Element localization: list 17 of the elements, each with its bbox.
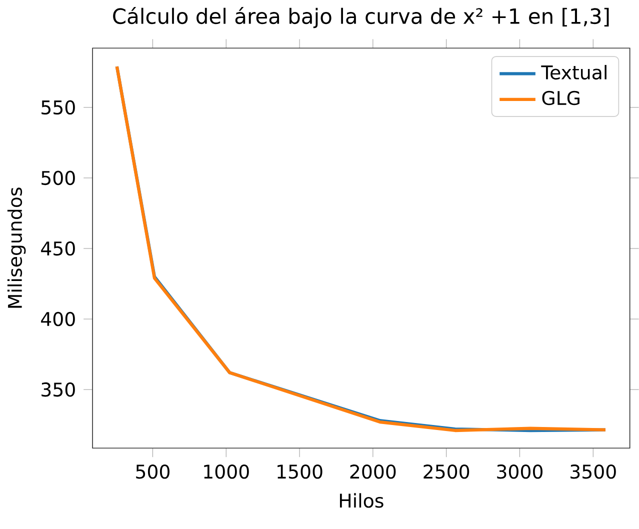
y-tick-label: 450 xyxy=(41,241,75,256)
y-axis-title: Milisegundos xyxy=(7,188,26,308)
x-tick-label: 500 xyxy=(136,464,170,479)
y-tick-label: 400 xyxy=(41,312,75,326)
x-tick-label: 1000 xyxy=(204,464,249,479)
x-tick-label: 1500 xyxy=(278,464,322,479)
legend-label: Textual xyxy=(541,65,606,80)
x-tick-label: 3000 xyxy=(497,464,542,479)
legend-label: GLG xyxy=(542,90,580,106)
y-tick-label: 350 xyxy=(42,382,75,397)
y-tick-label: 550 xyxy=(42,100,75,115)
chart-title: Cálculo del área bajo la curva de x² +1 en [1,3] xyxy=(113,7,609,28)
x-tick-label: 2500 xyxy=(424,464,470,479)
x-tick-label: 3500 xyxy=(570,464,616,479)
x-tick-label: 2000 xyxy=(350,464,396,479)
x-axis-title: Hilos xyxy=(340,493,384,508)
y-tick-label: 500 xyxy=(42,170,75,186)
